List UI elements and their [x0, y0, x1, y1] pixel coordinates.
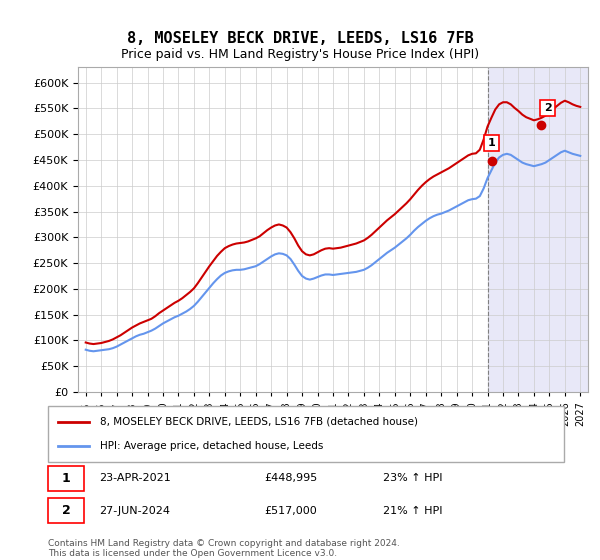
Text: 27-JUN-2024: 27-JUN-2024: [100, 506, 170, 516]
Text: 1: 1: [488, 138, 496, 148]
Bar: [488, 67, 588, 392]
Text: 1: 1: [62, 472, 70, 485]
FancyBboxPatch shape: [48, 406, 564, 462]
Text: Price paid vs. HM Land Registry's House Price Index (HPI): Price paid vs. HM Land Registry's House …: [121, 48, 479, 60]
Text: 21% ↑ HPI: 21% ↑ HPI: [383, 506, 443, 516]
Text: 8, MOSELEY BECK DRIVE, LEEDS, LS16 7FB: 8, MOSELEY BECK DRIVE, LEEDS, LS16 7FB: [127, 31, 473, 46]
Text: 8, MOSELEY BECK DRIVE, LEEDS, LS16 7FB (detached house): 8, MOSELEY BECK DRIVE, LEEDS, LS16 7FB (…: [100, 417, 418, 427]
Text: 23% ↑ HPI: 23% ↑ HPI: [383, 473, 443, 483]
FancyBboxPatch shape: [48, 466, 84, 491]
Text: 23-APR-2021: 23-APR-2021: [100, 473, 172, 483]
Text: £448,995: £448,995: [265, 473, 318, 483]
Text: HPI: Average price, detached house, Leeds: HPI: Average price, detached house, Leed…: [100, 441, 323, 451]
Text: 2: 2: [62, 504, 70, 517]
Text: £517,000: £517,000: [265, 506, 317, 516]
Text: Contains HM Land Registry data © Crown copyright and database right 2024.
This d: Contains HM Land Registry data © Crown c…: [48, 539, 400, 558]
Text: 2: 2: [544, 103, 551, 113]
FancyBboxPatch shape: [48, 498, 84, 523]
